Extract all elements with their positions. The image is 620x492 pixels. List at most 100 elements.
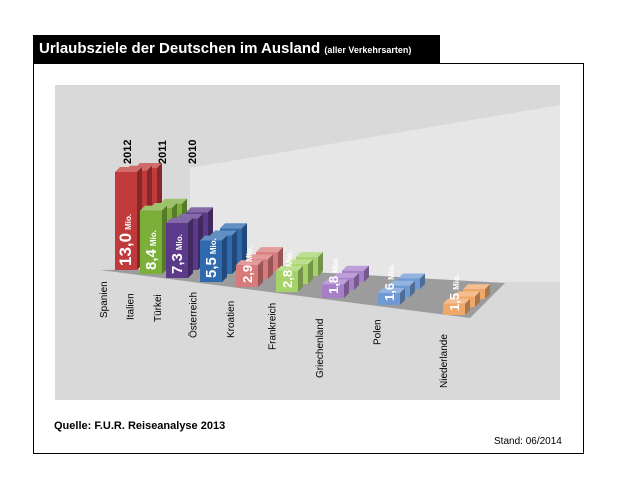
chart-title-bar: Urlaubsziele der Deutschen im Ausland (a… [33,35,440,63]
value-label-unit: Mio. [285,251,294,267]
bar-2011-3-top [210,230,237,236]
value-label-unit: Mio. [452,274,461,290]
value-label-1: 8,4 Mio. [143,230,160,270]
bar-2012-4-top [236,260,263,266]
value-label-6: 1,8 Mio. [326,257,341,294]
bar-2012-4 [236,265,258,287]
bar-2012-5 [276,270,298,292]
bar-2010-6-side [364,265,369,282]
bar-2012-6-top [322,279,349,285]
value-label-number: 1,8 [326,276,341,294]
bar-2012-7-top [378,287,405,293]
bar-2012-8-side [465,298,470,315]
value-label-8: 1,5 Mio. [447,274,462,311]
value-label-3: 5,5 Mio. [203,238,220,278]
value-label-number: 7,3 [169,253,186,274]
legend-year-2012: 2012 [122,140,134,164]
bar-2010-7-side [420,273,425,289]
legend-year-2011: 2011 [157,140,169,164]
bar-2010-3-top [220,223,247,229]
bar-2012-1 [140,210,162,274]
value-label-number: 5,5 [203,257,220,278]
bar-2012-8-top [443,298,470,304]
bar-2010-7-top [398,273,425,279]
chart-title-subtitle: (aller Verkehrsarten) [324,45,412,55]
bar-2010-8-top [463,284,490,290]
bar-2012-3 [200,240,222,282]
bar-2010-2-top [186,207,213,213]
value-label-number: 2,8 [280,270,295,288]
category-label-3: Österreich [188,292,200,338]
bar-2012-7 [378,292,400,305]
bar-2011-7-side [410,280,415,297]
bar-2012-3-side [222,235,227,282]
category-label-7: Polen [373,319,384,345]
bar-2012-0-top [115,167,142,172]
value-label-0: 13,0 Mio. [116,214,135,266]
bar-2012-5-top [276,265,303,271]
bar-2011-7-top [388,280,415,286]
value-label-unit: Mio. [387,264,396,280]
bar-2012-3-top [200,235,227,241]
bar-2011-6-top [332,272,359,278]
value-label-number: 1,5 [447,293,462,311]
bar-2010-1-top [160,198,187,204]
bar-2011-5-side [308,259,313,284]
bar-2011-4-side [268,254,273,279]
bar-2012-5-side [298,265,303,292]
value-label-unit: Mio. [245,246,254,262]
bar-2012-4-side [258,260,263,287]
value-label-5: 2,8 Mio. [280,251,295,288]
category-label-2: Türkei [153,294,164,322]
chart-title-main: Urlaubsziele der Deutschen im Ausland [39,40,321,57]
bar-2011-8-top [453,291,480,297]
bar-2012-8 [443,303,465,315]
value-label-4: 2,9 Mio. [240,246,255,283]
bar-2010-6-top [342,265,369,271]
bar-2012-0 [115,172,137,270]
value-label-unit: Mio. [124,214,133,230]
bar-2010-5-side [318,252,323,276]
bar-2012-2 [166,222,188,278]
bar-2012-6 [322,284,344,298]
value-label-number: 1,6 [382,283,397,301]
value-label-2: 7,3 Mio. [169,234,186,274]
chart-title: Urlaubsziele der Deutschen im Ausland (a… [39,40,411,57]
bar-2010-8-side [485,284,490,299]
bar-2011-3-side [232,230,237,274]
category-label-8: Niederlande [439,334,450,388]
stand-date: Stand: 06/2014 [494,436,562,447]
bar-2012-2-side [188,217,193,278]
category-label-4: Kroatien [226,301,237,338]
bar-2011-4-top [246,254,273,260]
bar-2011-6-side [354,272,359,290]
value-label-number: 13,0 [116,233,135,266]
bar-2012-7-side [400,287,405,305]
value-label-unit: Mio. [175,234,184,250]
bar-2011-8-side [475,291,480,307]
bar-2010-4-side [278,247,283,271]
legend-year-2010: 2010 [187,140,199,164]
bar-2012-6-side [344,279,349,298]
bar-2012-2-top [166,217,193,223]
bar-2012-1-top [140,205,167,211]
category-label-1: Italien [126,293,137,320]
category-label-6: Griechenland [315,319,326,378]
value-label-number: 8,4 [143,248,160,270]
value-label-unit: Mio. [331,257,340,273]
bar-2012-1-side [162,205,167,274]
bar-2010-5-top [296,252,323,258]
value-label-7: 1,6 Mio. [382,264,397,301]
bar-2010-4-top [256,247,283,253]
bar-2011-5-top [286,259,313,265]
value-label-unit: Mio. [209,238,218,254]
category-label-5: Frankreich [268,303,279,350]
source-note: Quelle: F.U.R. Reiseanalyse 2013 [54,420,226,432]
value-label-unit: Mio. [149,230,158,246]
bar-2011-2-top [176,213,203,219]
bar-2010-3-side [242,223,247,266]
category-label-0: Spanien [99,281,110,318]
value-label-number: 2,9 [240,265,255,283]
back-wall [190,105,560,282]
